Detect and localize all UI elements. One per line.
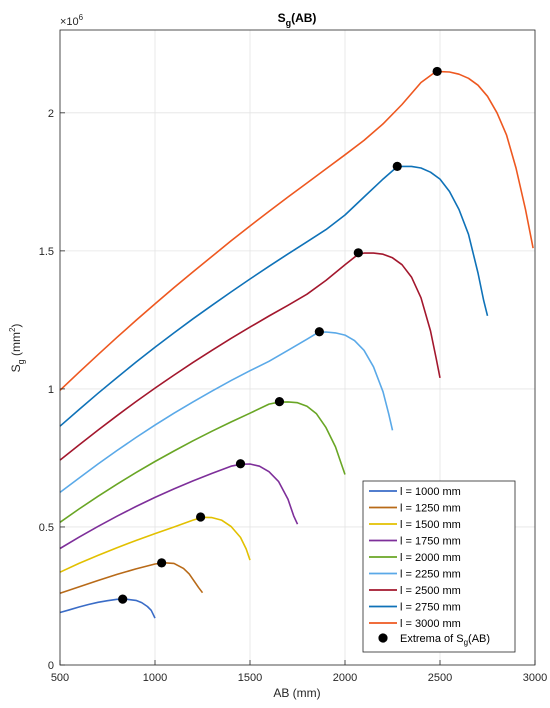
legend: l = 1000 mm l = 1250 mm l = 1500 mm l = 175… (362, 480, 516, 653)
extremum-point (314, 327, 324, 337)
legend-label: l = 3000 mm (400, 618, 461, 630)
legend-label: l = 2000 mm (400, 552, 461, 564)
y-axis-label: Sg (mm2) (8, 324, 26, 373)
legend-extrema-label: Extrema of Sg(AB) (400, 633, 490, 647)
chart-title: Sg(AB) (278, 11, 317, 28)
series-line (59, 463, 299, 550)
legend-label: l = 1250 mm (400, 503, 461, 515)
x-tick-label: 1500 (238, 672, 262, 684)
extremum-point (392, 161, 402, 171)
legend-label: l = 2250 mm (400, 569, 461, 581)
x-tick-label: 3000 (523, 672, 547, 684)
x-tick-label: 1000 (143, 672, 167, 684)
extremum-point (353, 248, 363, 258)
series-line (59, 331, 394, 494)
x-tick-label: 2500 (428, 672, 452, 684)
extremum-point (118, 594, 128, 604)
series-line (59, 70, 534, 391)
legend-entries: l = 1000 mm l = 1250 mm l = 1500 mm l = 175… (369, 486, 461, 630)
extrema-markers (118, 66, 442, 604)
legend-label: l = 1750 mm (400, 536, 461, 548)
extremum-point (196, 512, 206, 522)
series-line (59, 401, 346, 523)
x-axis-label: AB (mm) (273, 686, 320, 700)
x-axis-ticks: 500 1000 1500 2000 2500 3000 (51, 660, 547, 684)
legend-label: l = 2500 mm (400, 585, 461, 597)
x-tick-label: 2000 (333, 672, 357, 684)
x-tick-label: 500 (51, 672, 69, 684)
extremum-point (432, 66, 442, 77)
y-tick-label: 1 (48, 384, 54, 396)
extremum-point (274, 397, 285, 407)
extremum-point (235, 459, 246, 469)
series-line (59, 165, 489, 427)
extremum-point (157, 558, 167, 568)
y-axis-ticks: 0 0.5 1 1.5 2 (39, 108, 65, 672)
y-tick-label: 2 (48, 108, 54, 120)
legend-label: l = 1000 mm (400, 486, 461, 498)
series-lines (59, 70, 534, 619)
y-tick-label: 1.5 (39, 246, 54, 258)
y-exponent-label: ×106 (60, 13, 84, 28)
legend-extrema-marker (378, 633, 388, 643)
y-tick-label: 0.5 (39, 522, 54, 534)
plot-frame (59, 29, 536, 666)
legend-label: l = 1500 mm (400, 519, 461, 531)
legend-label: l = 2750 mm (400, 602, 461, 614)
series-line (59, 252, 441, 461)
series-line (59, 516, 251, 573)
y-tick-label: 0 (48, 660, 54, 672)
